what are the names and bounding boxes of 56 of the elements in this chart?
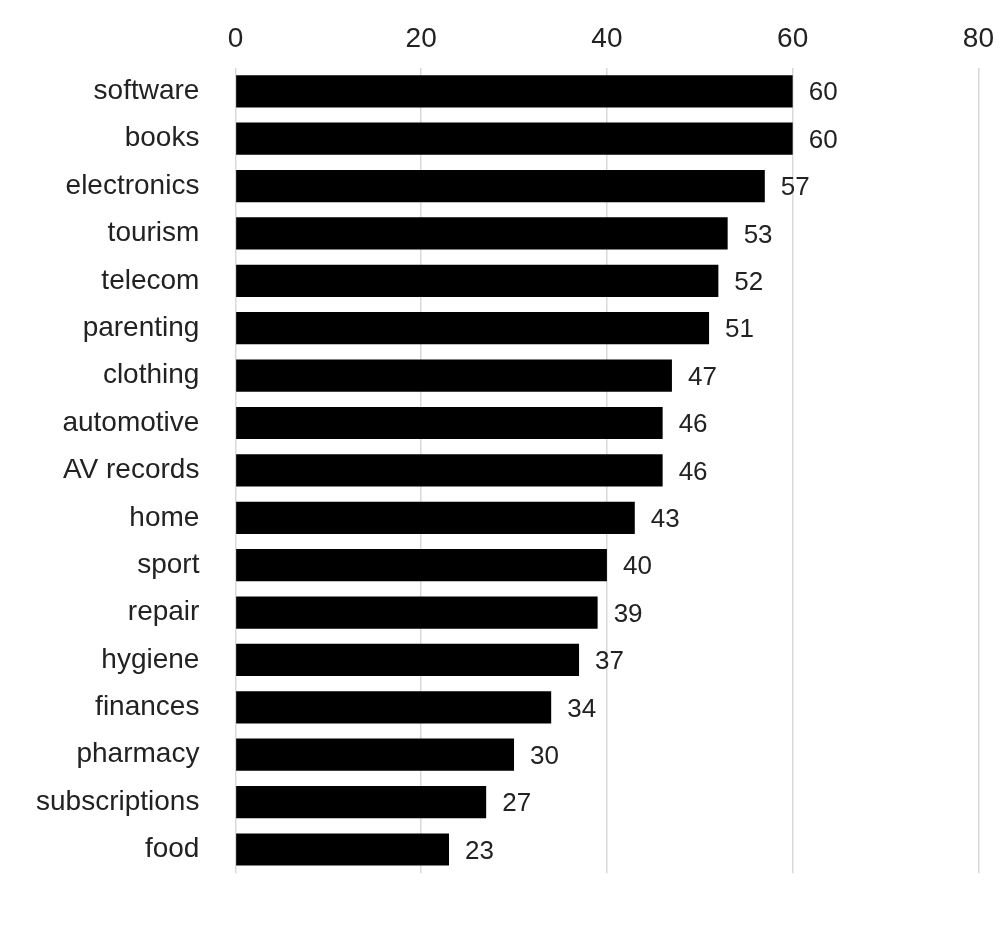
y-tick-label: tourism (107, 216, 200, 248)
data-label: 57 (780, 171, 810, 202)
y-tick-label: AV records (62, 453, 200, 485)
y-tick-label: books (124, 121, 200, 153)
bar (236, 75, 793, 108)
x-tick-label: 0 (227, 21, 244, 53)
y-tick-label: sport (137, 547, 200, 579)
y-tick-label: hygiene (101, 642, 200, 674)
y-tick-label: pharmacy (76, 737, 200, 769)
data-label: 52 (734, 266, 764, 297)
bar (236, 786, 487, 819)
x-tick-label: 40 (591, 21, 623, 53)
y-tick-label: subscriptions (36, 784, 200, 816)
data-label: 53 (743, 218, 773, 249)
bar (236, 122, 793, 155)
data-label: 23 (465, 834, 494, 865)
bar (236, 691, 552, 724)
bar (236, 217, 728, 250)
bar (236, 169, 765, 203)
y-tick-label: telecom (101, 263, 200, 295)
data-label: 60 (808, 123, 838, 154)
y-tick-label: food (144, 832, 200, 864)
data-label: 40 (622, 550, 652, 581)
data-label: 46 (678, 408, 708, 439)
bar (236, 738, 515, 771)
x-tick-label: 20 (405, 21, 437, 53)
bar (236, 643, 580, 677)
bar (236, 596, 598, 629)
x-tick-label: 60 (777, 21, 809, 53)
bar (236, 833, 450, 866)
data-label: 60 (808, 76, 838, 107)
bar (236, 264, 719, 297)
data-label: 47 (687, 360, 717, 391)
bar (236, 501, 635, 534)
y-tick-label: automotive (62, 405, 200, 437)
y-tick-label: electronics (65, 168, 200, 200)
bar (236, 406, 663, 440)
y-tick-label: home (129, 500, 200, 532)
y-tick-label: finances (95, 690, 200, 722)
data-label: 37 (595, 645, 624, 676)
data-label: 46 (678, 455, 708, 486)
y-tick-label: clothing (102, 358, 200, 390)
x-tick-label: 80 (962, 21, 995, 53)
bar (236, 549, 607, 582)
bar (236, 312, 710, 345)
data-label: 27 (502, 787, 532, 818)
data-label: 34 (567, 692, 597, 723)
y-tick-label: software (93, 74, 200, 106)
data-label: 43 (650, 502, 680, 533)
data-label: 51 (725, 313, 754, 344)
bar (236, 454, 663, 487)
y-tick-label: repair (127, 595, 200, 627)
data-label: 39 (613, 597, 643, 628)
bar (236, 359, 672, 392)
y-tick-label: parenting (82, 310, 200, 342)
data-label: 30 (530, 739, 559, 770)
